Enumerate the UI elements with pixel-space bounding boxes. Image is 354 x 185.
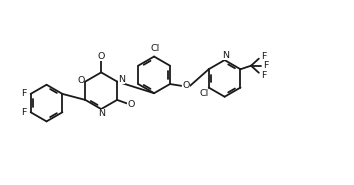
Text: F: F [263, 61, 269, 70]
Text: O: O [127, 100, 135, 109]
Text: F: F [261, 71, 266, 80]
Text: Cl: Cl [199, 89, 209, 98]
Text: O: O [77, 76, 84, 85]
Text: F: F [22, 108, 27, 117]
Text: N: N [98, 109, 105, 118]
Text: Cl: Cl [150, 44, 159, 53]
Text: O: O [97, 52, 105, 61]
Text: O: O [182, 81, 189, 90]
Text: F: F [261, 52, 266, 61]
Text: N: N [222, 51, 229, 60]
Text: F: F [22, 89, 27, 98]
Text: N: N [118, 75, 125, 84]
